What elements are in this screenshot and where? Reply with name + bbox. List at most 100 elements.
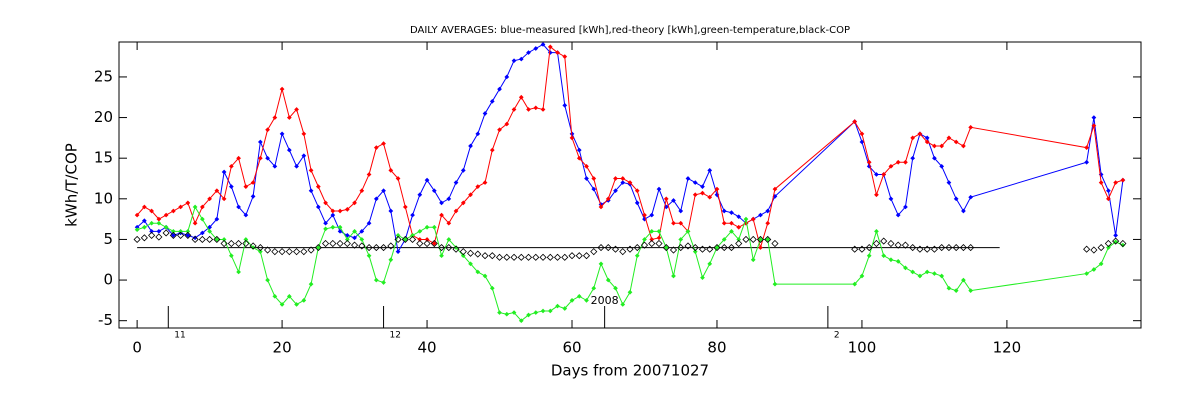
point-marker [134, 212, 140, 218]
cop-marker [524, 253, 533, 261]
y-tick-label: 0 [103, 271, 113, 289]
point-marker [279, 302, 285, 307]
point-marker [214, 216, 220, 222]
point-marker [946, 135, 952, 141]
month-label: 12 [390, 331, 401, 341]
cop-marker [198, 235, 206, 244]
point-marker [228, 163, 234, 169]
cop-marker [880, 237, 888, 245]
x-tick-label: 60 [562, 339, 581, 357]
point-marker [431, 241, 437, 246]
point-marker [903, 159, 908, 165]
point-marker [939, 273, 945, 279]
point-marker [417, 237, 423, 242]
point-marker [243, 212, 249, 218]
x-tick-label: 20 [273, 339, 292, 357]
cop-marker [517, 253, 525, 261]
point-marker [758, 245, 763, 250]
point-marker [714, 186, 720, 192]
point-marker [968, 194, 974, 200]
point-marker [286, 147, 292, 153]
point-marker [265, 127, 270, 133]
point-marker [671, 220, 676, 226]
point-marker [953, 288, 959, 293]
cop-marker [735, 239, 743, 248]
point-marker [888, 196, 894, 202]
point-marker [272, 115, 278, 120]
point-marker [352, 235, 357, 241]
cop-marker [1104, 239, 1112, 248]
point-marker [511, 310, 517, 315]
point-marker [424, 237, 430, 242]
cop-marker [430, 239, 438, 248]
cop-marker [662, 243, 670, 252]
point-marker [903, 204, 908, 210]
x-tick-label: 0 [132, 339, 142, 357]
point-marker [605, 277, 611, 283]
y-tick-label: 15 [94, 149, 113, 167]
cop-marker [582, 252, 591, 260]
cop-marker [329, 239, 337, 248]
point-marker [700, 275, 705, 280]
point-marker [729, 228, 734, 234]
point-marker [613, 285, 618, 291]
point-marker [460, 168, 466, 173]
series-line [136, 205, 1124, 322]
point-marker [337, 228, 343, 234]
point-marker [1106, 245, 1111, 250]
cop-marker [293, 248, 301, 256]
point-marker [765, 237, 771, 242]
point-marker [656, 228, 662, 234]
point-marker [366, 172, 372, 177]
point-marker [308, 281, 314, 287]
point-marker [852, 119, 858, 124]
point-marker [874, 228, 879, 234]
chart-title: DAILY AVERAGES: blue-measured [kWh],red-… [410, 25, 850, 36]
cop-marker [1083, 245, 1091, 253]
cop-marker [459, 248, 467, 256]
point-marker [185, 233, 191, 238]
point-marker [272, 293, 278, 299]
point-marker [772, 186, 778, 192]
point-marker [562, 103, 568, 108]
point-marker [576, 155, 582, 161]
y-tick-label: 10 [94, 189, 113, 207]
point-marker [671, 273, 676, 279]
point-marker [170, 228, 176, 234]
point-marker [149, 220, 154, 226]
cop-marker [177, 231, 185, 239]
cop-marker [669, 246, 678, 254]
cop-marker [684, 242, 692, 250]
cop-marker [351, 241, 359, 249]
point-marker [236, 204, 241, 210]
point-marker [395, 233, 401, 238]
point-marker [678, 220, 684, 226]
point-marker [721, 208, 727, 214]
point-marker [439, 212, 444, 218]
point-marker [504, 121, 510, 127]
cop-marker [619, 248, 627, 256]
point-marker [634, 253, 640, 259]
point-marker [1098, 261, 1104, 267]
point-marker [627, 289, 633, 295]
point-marker [192, 204, 198, 210]
month-label: 2 [834, 331, 840, 341]
point-marker [526, 312, 531, 318]
cop-marker [720, 243, 728, 252]
point-marker [170, 233, 176, 238]
point-marker [1091, 267, 1097, 272]
cop-marker [967, 243, 975, 252]
point-marker [453, 208, 459, 214]
cop-marker [923, 245, 931, 253]
point-marker [765, 208, 771, 214]
cop-marker [546, 253, 554, 261]
point-marker [736, 214, 742, 220]
point-marker [497, 310, 502, 315]
point-marker [192, 220, 198, 226]
point-marker [439, 200, 444, 206]
point-marker [323, 226, 328, 232]
point-marker [243, 184, 249, 189]
point-marker [605, 196, 611, 202]
cop-marker [590, 248, 598, 256]
point-marker [337, 224, 343, 230]
